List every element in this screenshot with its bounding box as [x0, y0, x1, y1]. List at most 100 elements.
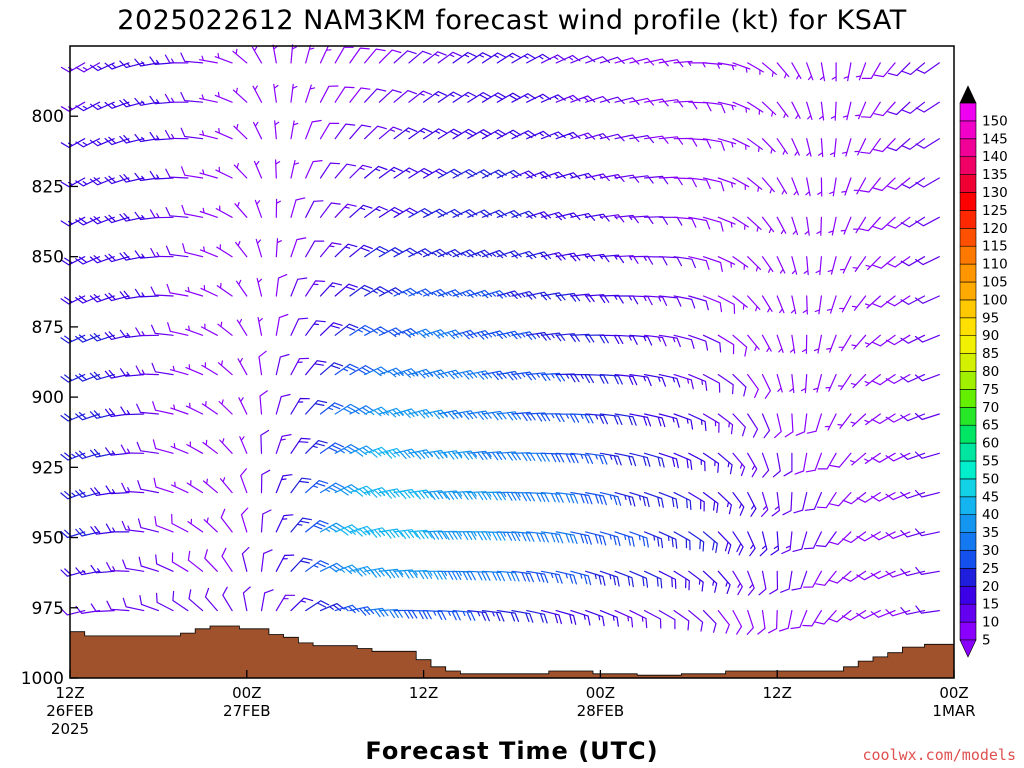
wind-barb — [806, 62, 814, 81]
colorbar-segment — [959, 514, 977, 533]
wind-barb — [334, 86, 355, 103]
wind-barb — [761, 62, 777, 77]
wind-barb — [275, 238, 282, 258]
wind-barb — [184, 286, 204, 297]
wind-barb — [673, 216, 697, 228]
wind-barb — [165, 168, 189, 179]
wind-barb — [826, 295, 837, 314]
wind-barb — [702, 413, 720, 433]
wind-barb — [496, 411, 522, 421]
wind-barb — [555, 531, 578, 545]
wind-barb — [185, 325, 204, 336]
wind-barb — [275, 554, 295, 572]
wind-barb — [188, 589, 204, 612]
wind-barb — [856, 492, 881, 503]
wind-barb — [164, 129, 189, 140]
wind-barb — [872, 216, 896, 230]
wind-barb — [259, 390, 268, 415]
wind-barb — [496, 531, 521, 542]
wind-barb — [629, 570, 649, 588]
wind-barb — [305, 84, 316, 103]
wind-barb — [747, 452, 758, 478]
wind-barb — [201, 362, 218, 376]
wind-barb — [349, 47, 370, 64]
wind-barb — [236, 318, 248, 336]
wind-barb — [393, 408, 419, 419]
wind-barb — [614, 295, 639, 305]
wind-barb — [526, 331, 551, 341]
wind-barb — [770, 531, 780, 556]
wind-barb — [747, 531, 756, 557]
wind-barb — [871, 374, 896, 386]
wind-barb — [540, 610, 562, 625]
wind-barb — [781, 531, 793, 555]
wind-barbs — [60, 44, 940, 635]
wind-barb — [135, 365, 159, 376]
colorbar-label: 150 — [982, 113, 1008, 129]
colorbar-segment — [959, 442, 977, 462]
wind-barb — [850, 413, 867, 427]
wind-barb — [511, 53, 536, 64]
wind-barb — [803, 570, 822, 588]
colorbar-segment — [959, 389, 977, 408]
wind-barb — [75, 373, 101, 382]
wind-barb — [121, 520, 145, 533]
wind-barb — [776, 216, 787, 235]
wind-barb — [467, 570, 491, 581]
terrain-fill — [69, 625, 955, 679]
colorbar-segment — [959, 138, 977, 158]
wind-barb — [319, 362, 344, 376]
wind-barb — [238, 397, 248, 415]
wind-barb — [180, 91, 204, 103]
wind-barb — [782, 492, 793, 516]
colorbar-label: 5 — [982, 633, 991, 649]
wind-barb — [290, 44, 297, 64]
wind-barb — [181, 166, 204, 179]
wind-barb — [819, 62, 826, 82]
wind-barb — [240, 507, 249, 533]
wind-barb — [135, 327, 159, 337]
wind-barb — [89, 216, 115, 225]
wind-barb — [75, 567, 101, 576]
wind-barb — [599, 531, 621, 547]
wind-barb — [804, 216, 810, 236]
wind-barb — [599, 570, 620, 587]
wind-barb — [393, 127, 418, 140]
wind-barb — [688, 177, 711, 190]
wind-barb — [644, 334, 667, 347]
wind-barb — [200, 285, 218, 297]
wind-barb — [860, 138, 881, 154]
wind-barb — [75, 138, 101, 148]
wind-barb — [688, 295, 709, 311]
wind-barb — [75, 334, 101, 343]
wind-barb — [790, 334, 796, 354]
wind-barb — [180, 127, 204, 140]
wind-barb — [319, 482, 345, 494]
wind-barb — [673, 413, 694, 430]
wind-barb — [151, 324, 174, 336]
wind-barb — [540, 372, 566, 382]
colorbar-segment — [959, 245, 977, 265]
wind-barb — [915, 256, 940, 266]
wind-barb — [791, 177, 799, 196]
wind-barb — [761, 138, 776, 154]
colorbar-label: 10 — [982, 615, 999, 631]
wind-barb — [165, 207, 189, 218]
wind-barb — [319, 122, 340, 140]
wind-barb — [260, 589, 274, 612]
wind-barb — [305, 480, 329, 494]
wind-barb — [217, 360, 233, 376]
wind-barb — [886, 216, 911, 229]
wind-barb — [871, 334, 896, 347]
wind-barb — [540, 332, 566, 342]
wind-barb — [349, 164, 372, 179]
wind-barb — [702, 570, 718, 593]
x-tick-label: 1MAR — [932, 702, 975, 720]
wind-barb — [104, 175, 130, 185]
wind-barb — [408, 127, 433, 140]
wind-barb — [171, 481, 189, 494]
wind-barb — [915, 528, 940, 537]
wind-barb — [658, 59, 684, 68]
wind-barb — [658, 413, 680, 428]
